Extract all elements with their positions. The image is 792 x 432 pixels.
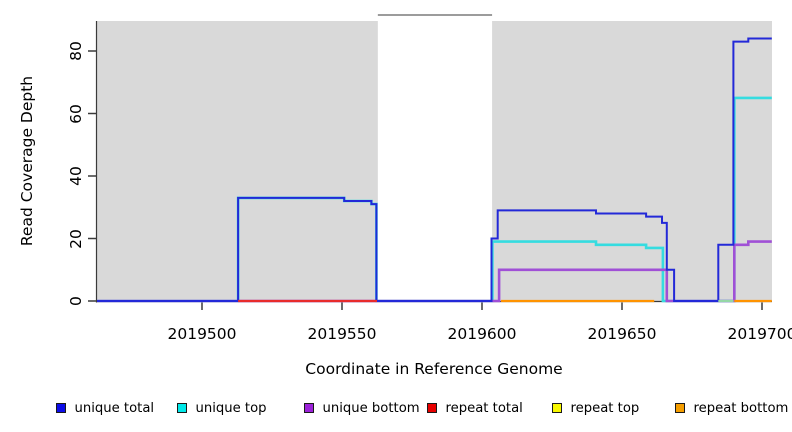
x-tick-label: 2019700 — [727, 325, 792, 343]
x-tick-label: 2019550 — [307, 325, 377, 343]
legend-item-unique-total: unique total — [56, 400, 155, 416]
legend-label: repeat top — [570, 400, 640, 416]
legend-label: repeat bottom — [693, 400, 789, 416]
y-tick-label: 60 — [67, 103, 85, 124]
legend-label: unique top — [195, 400, 267, 416]
series-line-unique-total — [97, 37, 772, 302]
x-tick-label: 2019650 — [587, 325, 657, 343]
y-tick-label: 40 — [67, 166, 85, 186]
y-tick-label: 80 — [67, 41, 85, 61]
legend-label: unique total — [74, 400, 155, 416]
legend-swatch-icon — [552, 403, 562, 413]
legend-swatch-icon — [304, 403, 314, 413]
legend-swatch-icon — [177, 403, 187, 413]
legend-item-unique-top: unique top — [177, 400, 267, 416]
legend-item-repeat-bottom: repeat bottom — [675, 400, 789, 416]
y-tick-label: 20 — [67, 228, 85, 249]
legend-swatch-icon — [56, 403, 66, 413]
x-axis-title: Coordinate in Reference Genome — [305, 360, 563, 378]
coverage-plot-canvas — [88, 14, 772, 310]
x-tick-label: 2019600 — [447, 325, 517, 343]
uncovered-region — [377, 15, 493, 302]
y-tick-label: 0 — [67, 296, 85, 306]
legend-item-repeat-top: repeat top — [552, 400, 640, 416]
legend-item-unique-bottom: unique bottom — [304, 400, 420, 416]
legend-swatch-icon — [675, 403, 685, 413]
y-axis-title: Read Coverage Depth — [18, 75, 36, 247]
legend-label: repeat total — [445, 400, 523, 416]
x-tick-label: 2019500 — [167, 325, 237, 343]
legend-swatch-icon — [427, 403, 437, 413]
legend-label: unique bottom — [322, 400, 420, 416]
legend-item-repeat-total: repeat total — [427, 400, 523, 416]
